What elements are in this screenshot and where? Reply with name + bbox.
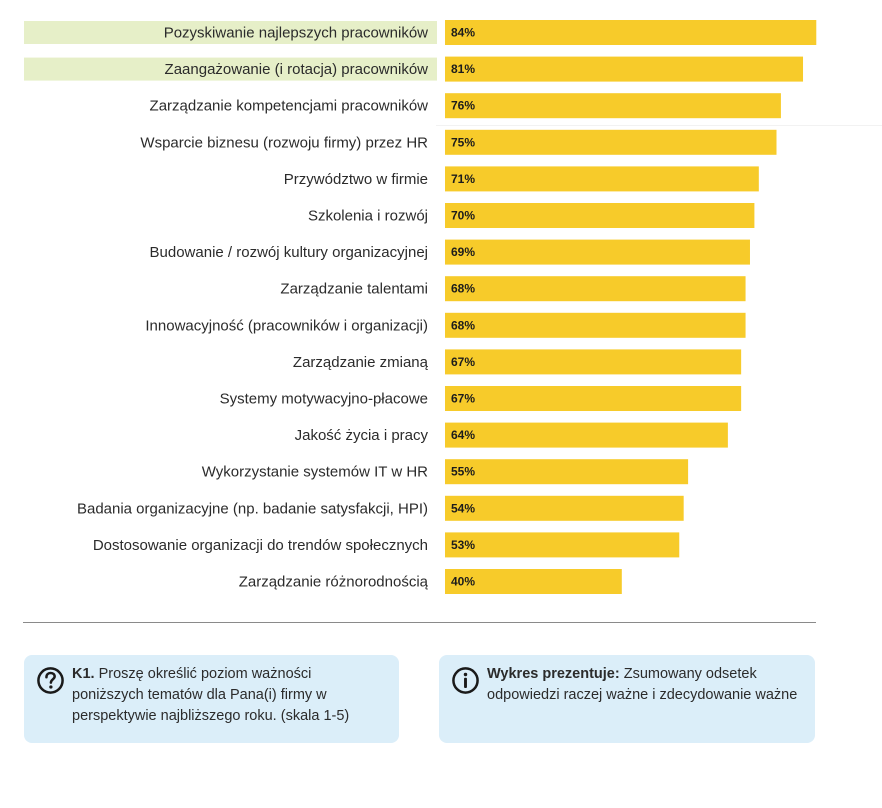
question-note-body: Proszę określić poziom ważności poniższy… (72, 666, 350, 724)
value-label: 75% (451, 135, 475, 149)
category-label: Innowacyjność (pracowników i organizacji… (145, 317, 428, 334)
question-circle-icon (37, 667, 64, 694)
bar (445, 349, 742, 375)
bar (445, 312, 746, 338)
question-note-text: K1. Proszę określić poziom ważności poni… (72, 666, 349, 724)
value-label: 68% (451, 282, 475, 296)
category-highlight (24, 21, 437, 44)
category-label: Badania organizacyjne (np. badanie satys… (77, 500, 428, 517)
info-note-text: Wykres prezentuje: Zsumowany odsetek odp… (487, 666, 797, 703)
value-label: 40% (451, 575, 475, 589)
category-label: Zarządzanie zmianą (293, 354, 429, 371)
category-label: Zarządzanie różnorodnością (239, 574, 429, 591)
bar (445, 239, 750, 265)
bar (445, 495, 684, 521)
category-label: Zarządzanie talentami (280, 281, 428, 298)
importance-bar-chart: Pozyskiwanie najlepszych pracowników 84% Z… (24, 20, 817, 594)
value-label: 67% (451, 392, 475, 406)
bar (445, 20, 817, 45)
value-label: 76% (451, 99, 475, 113)
bar (445, 93, 781, 119)
value-label: 53% (451, 538, 475, 552)
value-label: 64% (451, 428, 475, 442)
category-label: Jakość życia i pracy (295, 427, 429, 444)
bar (445, 166, 759, 192)
info-note-body: Zsumowany odsetek odpowiedzi raczej ważn… (487, 666, 798, 703)
category-label: Dostosowanie organizacji do trendów społ… (93, 537, 428, 554)
value-label: 54% (451, 501, 475, 515)
category-label: Wsparcie biznesu (rozwoju firmy) przez H… (140, 134, 428, 151)
category-label: Pozyskiwanie najlepszych pracowników (164, 25, 428, 42)
value-label: 55% (451, 465, 475, 479)
info-circle-icon (452, 667, 479, 694)
category-label: Systemy motywacyjno-płacowe (220, 391, 428, 408)
bar (445, 276, 746, 302)
category-label: Zarządzanie kompetencjami pracowników (150, 98, 429, 115)
question-note: K1. Proszę określić poziom ważności poni… (24, 655, 399, 743)
separator-line (436, 125, 882, 126)
bar (445, 422, 728, 448)
value-label: 70% (451, 209, 475, 223)
bar (445, 532, 680, 558)
bar (445, 203, 755, 228)
value-label: 71% (451, 172, 475, 186)
value-label: 68% (451, 318, 475, 332)
info-note-label: Wykres prezentuje: (487, 666, 620, 682)
category-label: Przywództwo w firmie (284, 171, 428, 188)
value-label: 69% (451, 245, 475, 259)
category-label: Wykorzystanie systemów IT w HR (202, 464, 428, 481)
bar (445, 129, 777, 155)
category-highlight (24, 57, 437, 81)
info-note: Wykres prezentuje: Zsumowany odsetek odp… (439, 655, 815, 743)
chart-divider (23, 622, 816, 623)
category-label: Szkolenia i rozwój (308, 208, 428, 225)
bar (445, 56, 804, 82)
question-note-label: K1. (72, 666, 95, 682)
category-label: Zaangażowanie (i rotacja) pracowników (165, 61, 429, 78)
category-label: Budowanie / rozwój kultury organizacyjne… (150, 244, 428, 261)
value-label: 67% (451, 355, 475, 369)
value-label: 84% (451, 26, 475, 40)
bar (445, 386, 742, 411)
bar (445, 459, 689, 485)
value-label: 81% (451, 62, 475, 76)
bar (445, 569, 622, 594)
